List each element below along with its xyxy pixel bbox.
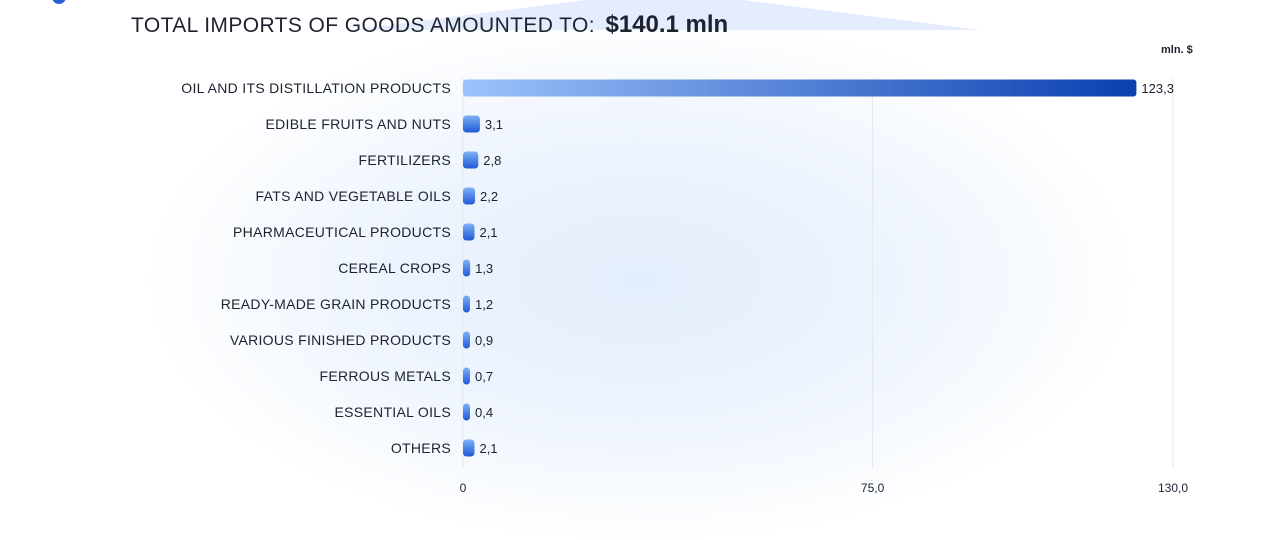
bar — [463, 223, 475, 241]
category-label: VARIOUS FINISHED PRODUCTS — [230, 332, 451, 348]
category-label: CEREAL CROPS — [338, 260, 451, 276]
category-label: ESSENTIAL OILS — [334, 404, 451, 420]
bar — [463, 187, 476, 205]
bar — [463, 403, 470, 421]
data-label: 0,7 — [475, 369, 493, 384]
data-label: 0,4 — [475, 405, 493, 420]
x-tick-label: 130,0 — [1158, 481, 1188, 495]
chart-title: TOTAL IMPORTS OF GOODS AMOUNTED TO: $140… — [131, 9, 728, 44]
unit-label: mln. $ — [1161, 44, 1193, 56]
category-label: FATS AND VEGETABLE OILS — [256, 188, 451, 204]
data-label: 123,3 — [1141, 81, 1174, 96]
category-label: OIL AND ITS DISTILLATION PRODUCTS — [181, 80, 451, 96]
logo-icon — [52, 0, 66, 4]
bar — [463, 439, 475, 457]
category-label: READY-MADE GRAIN PRODUCTS — [221, 296, 451, 312]
x-tick-label: 0 — [460, 481, 467, 495]
title-value: $140.1 mln — [605, 11, 729, 38]
bar — [463, 115, 480, 133]
category-label: FERTILIZERS — [358, 152, 451, 168]
data-label: 2,8 — [483, 153, 501, 168]
bar — [463, 331, 470, 349]
data-label: 1,3 — [475, 261, 493, 276]
data-label: 2,1 — [479, 225, 497, 240]
data-label: 1,2 — [475, 297, 493, 312]
data-label: 2,1 — [479, 441, 497, 456]
data-label: 3,1 — [485, 117, 503, 132]
category-label: PHARMACEUTICAL PRODUCTS — [233, 224, 451, 240]
data-label: 0,9 — [475, 333, 493, 348]
data-label: 2,2 — [480, 189, 498, 204]
bar-chart: 0 75,0 130,0 OIL AND ITS DISTILLATION PRODU… — [181, 78, 1188, 495]
bar — [463, 151, 479, 169]
bar — [463, 367, 470, 385]
x-tick-label: 75,0 — [861, 481, 885, 495]
category-label: EDIBLE FRUITS AND NUTS — [265, 116, 451, 132]
bar — [463, 295, 470, 313]
category-label: FERROUS METALS — [319, 368, 451, 384]
title-label: TOTAL IMPORTS OF GOODS AMOUNTED TO: — [131, 14, 596, 37]
category-label: OTHERS — [391, 440, 451, 456]
bar — [463, 259, 471, 277]
bar — [463, 79, 1137, 97]
